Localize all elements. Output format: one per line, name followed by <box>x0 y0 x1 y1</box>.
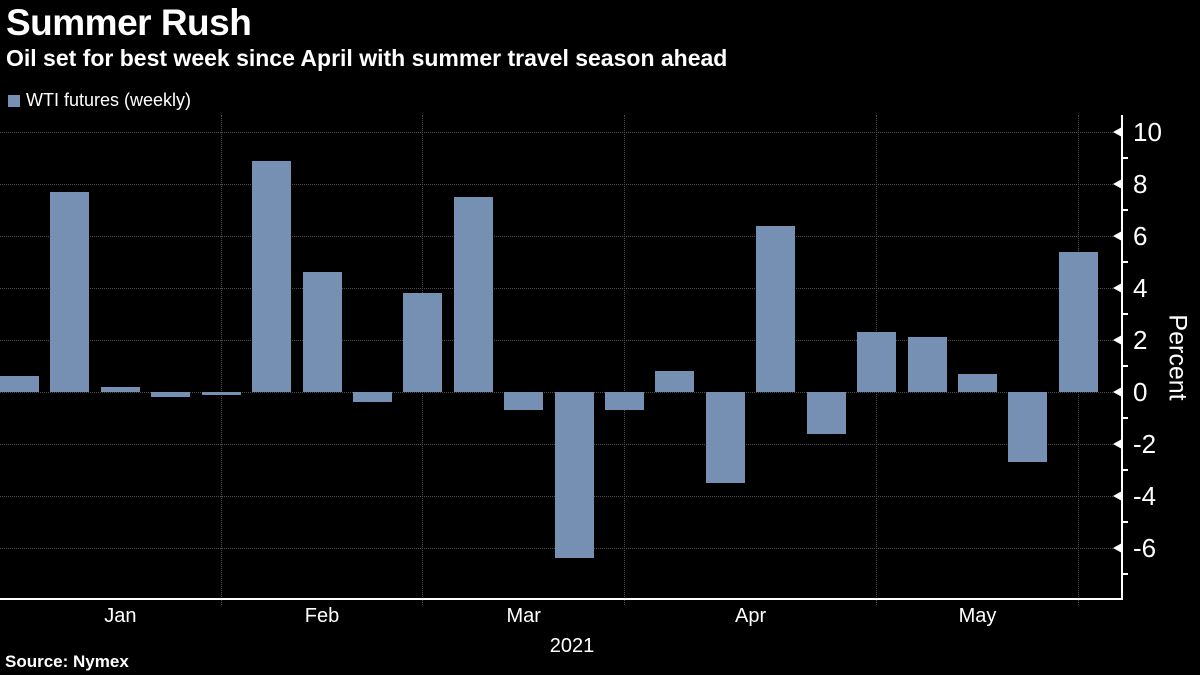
month-separator-Jan <box>220 115 222 605</box>
bar-week-2 <box>50 191 90 392</box>
x-axis-month-label-Apr: Apr <box>735 605 767 627</box>
bar-week-11 <box>504 392 544 411</box>
x-axis-month-label-Jan: Jan <box>104 605 137 627</box>
y-major-tick-arrow--4 <box>1113 491 1122 501</box>
y-minor-tick-3 <box>1122 313 1128 315</box>
bar-week-17 <box>806 392 846 434</box>
bar-week-21 <box>1008 392 1048 463</box>
legend: WTI futures (weekly) <box>8 90 191 111</box>
month-separator-Mar <box>624 115 626 605</box>
y-axis-title: Percent <box>1163 314 1192 401</box>
x-axis-year-label: 2021 <box>549 635 595 657</box>
bar-week-16 <box>756 225 796 392</box>
y-tick-label-2: 2 <box>1133 325 1148 355</box>
bar-week-13 <box>605 392 645 411</box>
y-major-tick-arrow-2 <box>1113 335 1122 345</box>
bar-week-5 <box>201 392 241 395</box>
y-tick-label-8: 8 <box>1133 169 1148 199</box>
gridline-4 <box>0 287 1123 289</box>
y-minor-tick-7 <box>1122 209 1128 211</box>
gridline-6 <box>0 235 1123 237</box>
y-tick-label--4: -4 <box>1133 481 1157 511</box>
bar-week-7 <box>302 272 342 392</box>
chart-title: Summer Rush <box>6 2 252 43</box>
bar-week-12 <box>554 392 594 559</box>
y-tick-label-4: 4 <box>1133 273 1148 303</box>
bar-week-6 <box>252 160 292 392</box>
y-minor-tick--3 <box>1122 469 1128 471</box>
y-minor-tick-9 <box>1122 157 1128 159</box>
bar-week-10 <box>453 197 493 392</box>
source-attribution: Source: Nymex <box>5 652 129 671</box>
bar-week-4 <box>151 392 191 398</box>
y-major-tick-arrow--2 <box>1113 439 1122 449</box>
y-minor-tick-1 <box>1122 365 1128 367</box>
y-minor-tick--5 <box>1122 521 1128 523</box>
y-tick-label--2: -2 <box>1133 429 1157 459</box>
y-tick-label-10: 10 <box>1133 117 1162 147</box>
x-axis-month-label-Mar: Mar <box>506 605 541 627</box>
bar-week-1 <box>0 376 39 392</box>
bar-week-3 <box>100 386 140 392</box>
y-minor-tick-5 <box>1122 261 1128 263</box>
bar-chart-plot-area: Percent 2021 10 8 6 4 2 0 -2 -4 -6 Jan Feb Mar Apr Ma… <box>0 115 1200 675</box>
bar-week-20 <box>957 373 997 392</box>
x-axis-month-label-May: May <box>958 605 997 627</box>
legend-label: WTI futures (weekly) <box>26 90 192 110</box>
chart-subtitle: Oil set for best week since April with s… <box>6 45 728 71</box>
bar-week-19 <box>907 337 947 392</box>
y-major-tick-arrow-10 <box>1113 127 1122 137</box>
y-axis-line <box>1121 115 1123 600</box>
y-axis-title-wrap: Percent <box>1154 115 1200 600</box>
y-minor-tick--1 <box>1122 417 1128 419</box>
y-major-tick-arrow-4 <box>1113 283 1122 293</box>
y-tick-label-0: 0 <box>1133 377 1148 407</box>
legend-swatch-icon <box>8 94 20 107</box>
y-major-tick-arrow-0 <box>1113 387 1122 397</box>
bar-week-9 <box>403 293 443 392</box>
bar-week-14 <box>655 371 695 392</box>
y-tick-label-6: 6 <box>1133 221 1148 251</box>
y-major-tick-arrow-6 <box>1113 231 1122 241</box>
bar-week-8 <box>352 392 392 403</box>
y-minor-tick--7 <box>1122 573 1128 575</box>
x-axis-line <box>0 598 1123 600</box>
bar-week-15 <box>705 392 745 483</box>
gridline-10 <box>0 131 1123 133</box>
y-major-tick-arrow--6 <box>1113 543 1122 553</box>
gridline-8 <box>0 183 1123 185</box>
y-tick-label--6: -6 <box>1133 533 1157 563</box>
x-axis-month-label-Feb: Feb <box>304 605 340 627</box>
bar-week-22 <box>1058 251 1098 392</box>
gridline-2 <box>0 339 1123 341</box>
y-major-tick-arrow-8 <box>1113 179 1122 189</box>
bar-week-18 <box>857 332 897 392</box>
